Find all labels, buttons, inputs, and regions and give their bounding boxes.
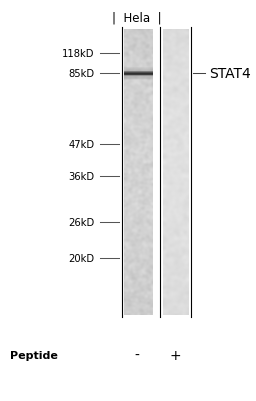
Text: 20kD: 20kD [69, 254, 95, 263]
Text: 26kD: 26kD [68, 218, 95, 227]
Text: -: - [134, 348, 140, 362]
Text: 85kD: 85kD [69, 69, 95, 79]
Text: |  Hela  |: | Hela | [112, 12, 162, 24]
Text: STAT4: STAT4 [209, 67, 250, 81]
Text: 36kD: 36kD [69, 172, 95, 181]
Text: 118kD: 118kD [62, 49, 95, 59]
Text: Peptide: Peptide [10, 350, 58, 360]
Text: 47kD: 47kD [69, 140, 95, 149]
Text: +: + [169, 348, 181, 362]
